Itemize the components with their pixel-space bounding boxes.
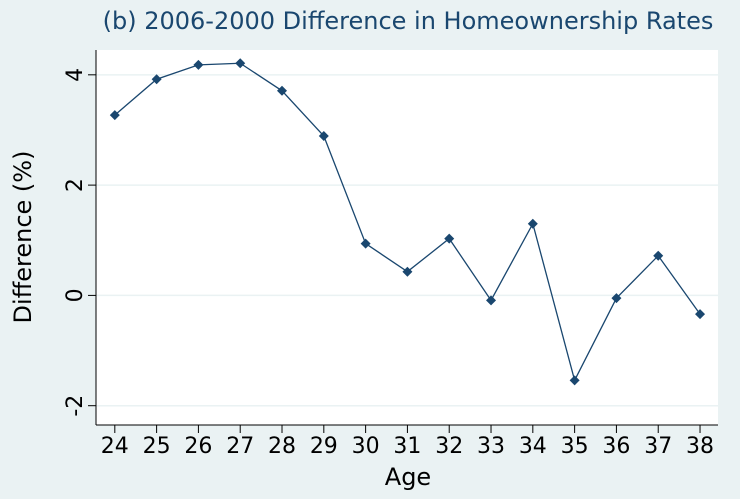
marker (193, 59, 204, 70)
marker (402, 266, 413, 277)
marker (695, 309, 706, 320)
marker (569, 375, 580, 386)
marker (360, 238, 371, 249)
x-tick-label: 30 (352, 434, 380, 459)
marker (109, 110, 120, 121)
x-tick-label: 29 (310, 434, 338, 459)
y-tick-label: 2 (63, 178, 88, 192)
marker (151, 74, 162, 85)
marker (486, 295, 497, 306)
x-axis-label: Age (385, 463, 431, 491)
marker (235, 58, 246, 69)
x-tick-label: 34 (519, 434, 547, 459)
x-tick-label: 33 (477, 434, 505, 459)
marker (611, 293, 622, 304)
y-axis-label: Difference (%) (9, 151, 37, 324)
plot-area (96, 50, 718, 425)
x-tick-label: 35 (561, 434, 589, 459)
marker (318, 131, 329, 142)
x-tick-label: 24 (101, 434, 129, 459)
x-tick-label: 27 (226, 434, 254, 459)
x-tick-label: 32 (435, 434, 463, 459)
x-tick-label: 26 (184, 434, 212, 459)
marker (444, 233, 455, 244)
x-tick-label: 38 (686, 434, 714, 459)
x-tick-label: 31 (393, 434, 421, 459)
x-tick-label: 36 (602, 434, 630, 459)
marker (527, 218, 538, 229)
y-tick-label: -2 (63, 395, 88, 417)
x-tick-label: 28 (268, 434, 296, 459)
marker (277, 85, 288, 96)
x-tick-label: 25 (143, 434, 171, 459)
marker (653, 250, 664, 261)
x-tick-label: 37 (644, 434, 672, 459)
chart-title: (b) 2006-2000 Difference in Homeownershi… (103, 7, 714, 35)
y-tick-label: 0 (63, 288, 88, 302)
y-tick-label: 4 (63, 68, 88, 82)
